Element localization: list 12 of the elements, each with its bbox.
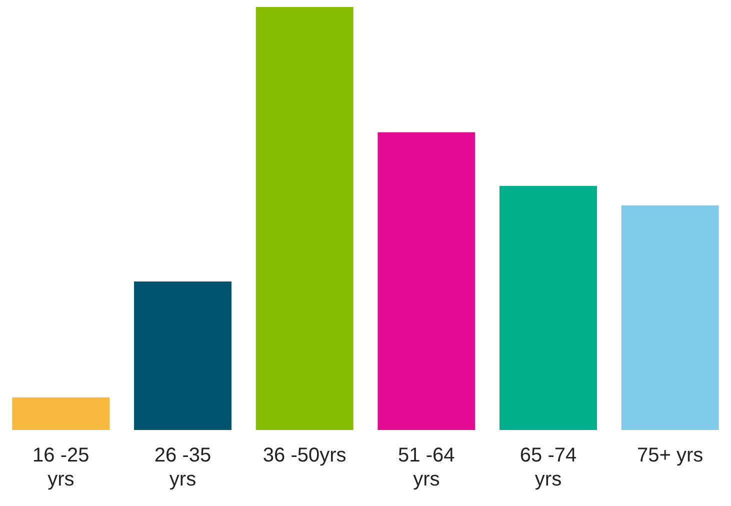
bar	[134, 282, 232, 430]
x-tick-label: 65 -74 yrs	[520, 444, 577, 491]
x-tick-label: 75+ yrs	[637, 444, 704, 467]
x-tick-label: 26 -35 yrs	[154, 444, 212, 491]
bar	[12, 397, 110, 430]
x-tick-label: 36 -50yrs	[262, 444, 346, 467]
bar	[500, 186, 597, 430]
x-tick-label: 51 -64 yrs	[398, 444, 455, 491]
x-tick-label: 16 -25 yrs	[32, 444, 90, 491]
bar	[378, 132, 476, 430]
bar	[256, 7, 354, 430]
bar	[621, 205, 719, 430]
